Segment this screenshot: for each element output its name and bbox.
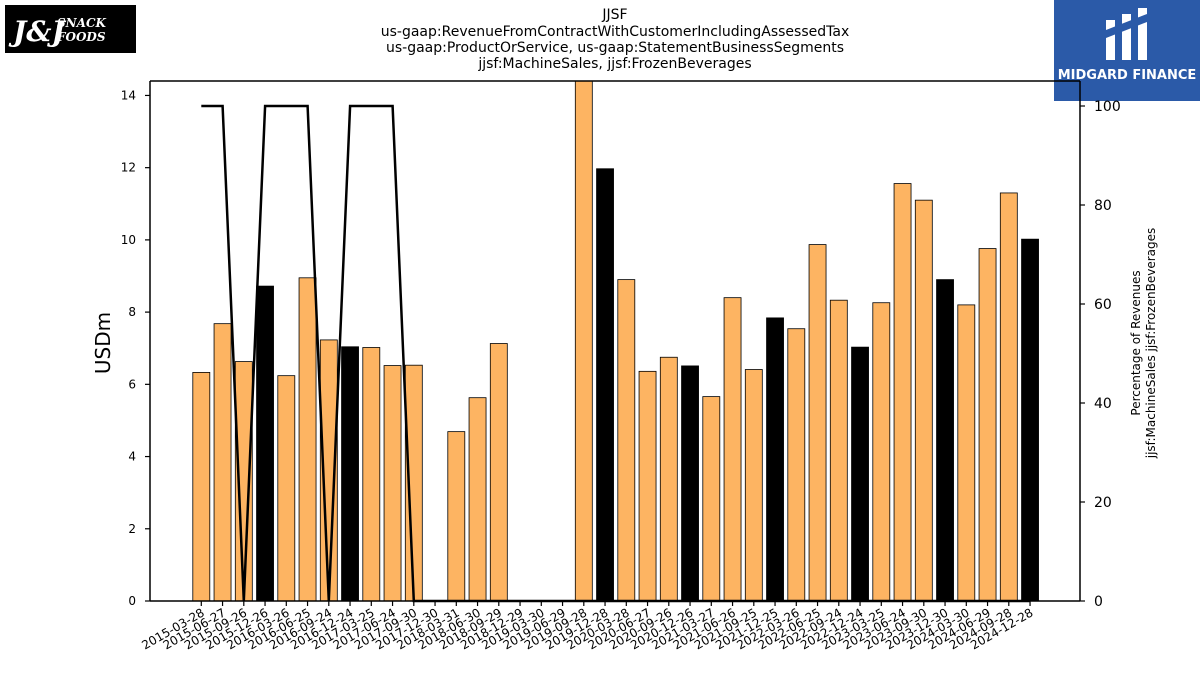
bar-2019-09-28 (574, 81, 593, 601)
logo-monogram: J&J (8, 15, 67, 48)
bar-2023-03-25 (872, 302, 891, 601)
bar-2018-09-29 (489, 343, 508, 601)
y-tick-label: 14 (121, 88, 136, 102)
y-tick-label: 2 (128, 522, 136, 536)
y-tick-label: 6 (128, 377, 136, 391)
y2-tick-label: 100 (1094, 99, 1121, 115)
y2-tick-label: 60 (1094, 297, 1112, 313)
bar-2017-09-30 (404, 364, 423, 601)
bar-2021-06-26 (723, 297, 742, 601)
logo-right-text: MIDGARD FINANCE (1057, 68, 1197, 83)
bar-2019-12-28 (596, 168, 614, 601)
bar-2016-12-24 (341, 346, 359, 601)
chart-title-line-2: us-gaap:RevenueFromContractWithCustomerI… (380, 24, 850, 40)
left-axis-ticks: 0 2 4 6 8 10 12 14 (121, 88, 150, 608)
right-axis-ticks: 0 20 40 60 80 100 (1080, 99, 1121, 610)
y2-axis-label-line-2: jjsf:MachineSales jjsf:FrozenBeverages (1144, 228, 1158, 459)
y-tick-label: 4 (128, 450, 136, 464)
bar-2024-03-30 (957, 304, 976, 601)
y-tick-label: 0 (128, 594, 136, 608)
y-axis-label: USDm (91, 312, 115, 374)
chart-title-line-3: us-gaap:ProductOrService, us-gaap:Statem… (385, 40, 844, 56)
bar-2020-06-27 (638, 370, 657, 601)
bar-2023-06-24 (893, 183, 912, 601)
bar-2022-06-25 (808, 244, 827, 601)
bar-2024-12-28 (1021, 238, 1039, 601)
bar-2016-06-25 (298, 277, 317, 601)
bar-2021-12-25 (766, 317, 784, 601)
y-tick-label: 10 (121, 233, 136, 247)
bars-layer (192, 81, 1039, 601)
bar-2023-12-30 (936, 279, 954, 601)
bar-2016-09-24 (319, 339, 338, 601)
y2-tick-label: 20 (1094, 495, 1112, 511)
x-axis-ticks: 2015-03-282015-06-272015-09-262015-12-26… (139, 601, 1036, 652)
y2-tick-label: 80 (1094, 198, 1112, 214)
bar-2021-09-25 (744, 369, 763, 601)
midgard-emblem-icon (1106, 8, 1147, 60)
chart-title-line-1: JJSF (602, 7, 628, 23)
bar-2022-12-24 (851, 346, 869, 601)
bar-2020-09-26 (659, 356, 678, 601)
chart-title-line-4: jjsf:MachineSales, jjsf:FrozenBeverages (478, 56, 752, 72)
y-tick-label: 12 (121, 161, 136, 175)
bar-2020-03-28 (617, 279, 636, 601)
bar-2024-06-29 (978, 248, 997, 601)
bar-2020-12-26 (681, 365, 699, 601)
bar-2021-03-27 (702, 396, 721, 601)
bar-2015-12-26 (256, 285, 274, 601)
bar-2018-06-30 (468, 397, 487, 601)
bar-2023-09-30 (914, 199, 933, 601)
bar-2022-09-24 (829, 299, 848, 601)
jj-snack-foods-logo: J&J SNACK FOODS (5, 5, 136, 53)
y2-tick-label: 40 (1094, 396, 1112, 412)
midgard-finance-logo: MIDGARD FINANCE (1054, 0, 1200, 101)
bar-2015-03-28 (192, 372, 211, 601)
logo-left-text: SNACK FOODS (57, 16, 106, 44)
bar-2016-03-26 (277, 375, 296, 601)
bar-2017-06-24 (383, 365, 402, 601)
bar-2017-03-25 (362, 347, 381, 601)
y2-tick-label: 0 (1094, 594, 1103, 610)
jj-monogram-icon: J&J (8, 15, 67, 48)
y-tick-label: 8 (128, 305, 136, 319)
bar-2018-03-31 (447, 431, 466, 601)
bar-2015-06-27 (213, 323, 232, 601)
bar-2024-09-28 (999, 192, 1018, 601)
y2-axis-label-line-1: Percentage of Revenues (1129, 270, 1143, 415)
bar-2015-09-26 (234, 361, 253, 601)
bar-2022-03-26 (787, 328, 806, 601)
